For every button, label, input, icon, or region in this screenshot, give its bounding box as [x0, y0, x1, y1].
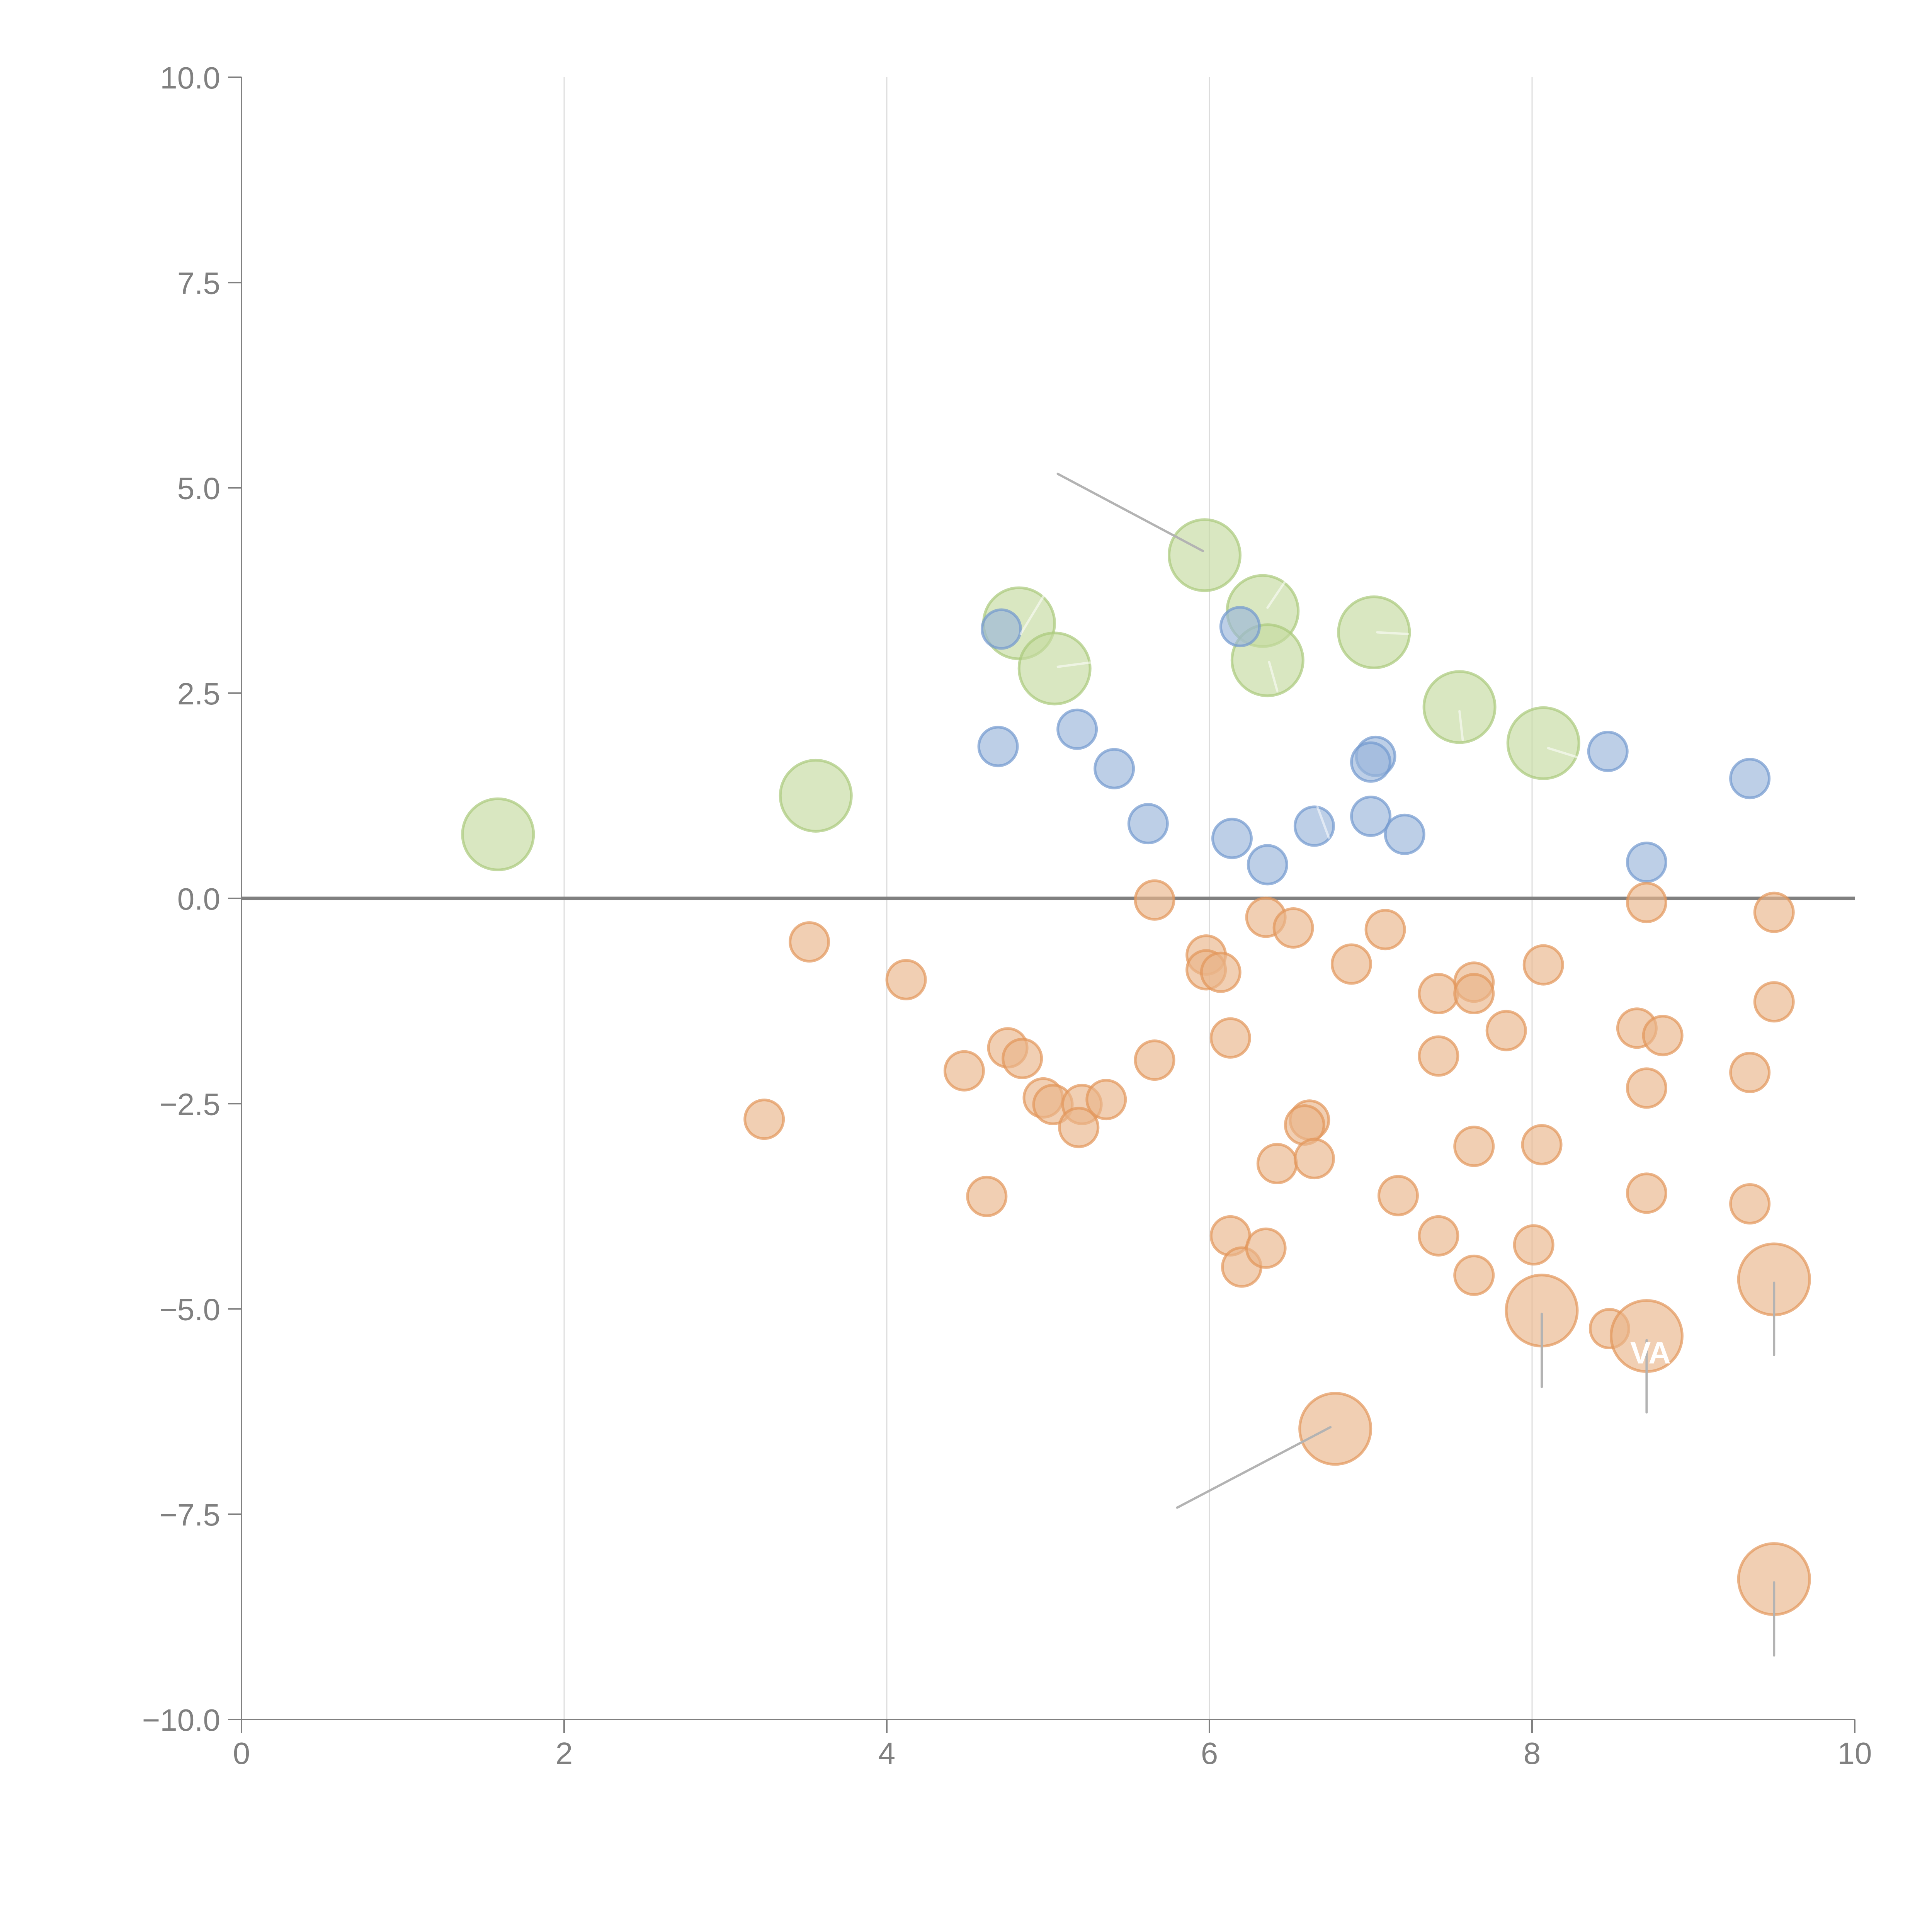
y-tick-label: 5.0 [177, 471, 220, 506]
orange-bubble-16 [1200, 951, 1242, 993]
orange-bubble-3 [943, 1050, 985, 1092]
orange-bubble-34 [1453, 973, 1495, 1014]
y-tick-label: 10.0 [160, 61, 220, 95]
blue-bubble-13 [1587, 731, 1629, 772]
orange-bubble-47 [1729, 1052, 1771, 1093]
x-tick-label: 0 [233, 1736, 250, 1770]
orange-bubble-43 [1626, 882, 1667, 923]
blue-bubble-3 [1094, 748, 1135, 789]
annotations: VA [1019, 473, 1776, 1657]
orange-highlighted-bubble-3 [1298, 1392, 1372, 1466]
x-axis-ticks: 0 2 4 6 8 10 [233, 1719, 1872, 1770]
leader-line-10 [1376, 631, 1409, 635]
y-tick-label: −10.0 [142, 1703, 220, 1737]
orange-bubble-17 [1209, 1017, 1251, 1059]
orange-bubble-22 [1245, 1227, 1287, 1269]
orange-bubble-39 [1521, 1124, 1563, 1165]
orange-bubble-6 [1002, 1037, 1043, 1079]
blue-bubble-15 [1729, 758, 1771, 799]
leader-line-7 [1056, 661, 1096, 668]
orange-bubble-28 [1364, 909, 1406, 951]
orange-bubble-31 [1418, 1035, 1459, 1077]
orange-bubble-26 [1293, 1138, 1335, 1180]
x-tick-label: 8 [1524, 1736, 1541, 1770]
y-tick-label: 2.5 [177, 677, 220, 711]
leader-line-0 [1056, 473, 1204, 553]
blue-bubble-5 [1219, 606, 1261, 648]
y-tick-label: −5.0 [159, 1293, 220, 1327]
orange-bubble-38 [1522, 944, 1564, 986]
orange-bubble-11 [1085, 1079, 1127, 1121]
x-tick-label: 2 [556, 1736, 573, 1770]
blue-bubble-14 [1626, 842, 1667, 883]
x-tick-label: 4 [878, 1736, 896, 1770]
orange-bubble-46 [1626, 1172, 1667, 1214]
orange-bubble-23 [1256, 1143, 1298, 1184]
point-label: VA [1630, 1335, 1671, 1370]
orange-bubble-30 [1418, 973, 1459, 1014]
blue-bubble-8 [1293, 805, 1335, 847]
y-tick-label: 0.0 [177, 882, 220, 916]
green-bubble-8 [1422, 670, 1497, 744]
blue-bubble-4 [1127, 803, 1169, 845]
orange-bubble-4 [966, 1175, 1008, 1217]
leader-line-11 [1458, 710, 1464, 741]
orange-bubble-2 [885, 959, 927, 1000]
orange-bubble-29 [1377, 1175, 1419, 1216]
y-axis-ticks: 10.0 7.5 5.0 2.5 0.0 −2.5 −5.0 −7.5 −10.0 [142, 61, 242, 1737]
leader-line-8 [1266, 575, 1290, 609]
green-bubble-9 [1506, 706, 1580, 780]
y-tick-label: −7.5 [159, 1498, 220, 1532]
blue-bubble-6 [1211, 818, 1253, 859]
green-bubble-0 [461, 797, 535, 871]
blue-bubble-7 [1247, 844, 1288, 886]
leader-line-6 [1019, 590, 1048, 635]
orange-bubble-48 [1729, 1183, 1771, 1225]
x-tick-label: 6 [1201, 1736, 1218, 1770]
orange-bubble-45 [1626, 1067, 1667, 1109]
green-bubble-7 [1337, 595, 1411, 669]
leader-line-12 [1547, 747, 1578, 759]
blue-bubble-2 [1056, 708, 1098, 750]
green-bubble-1 [779, 759, 853, 833]
orange-bubble-35 [1453, 1126, 1495, 1167]
x-tick-label: 10 [1838, 1736, 1872, 1770]
orange-bubble-32 [1418, 1215, 1459, 1257]
orange-bubble-49 [1753, 891, 1795, 933]
y-tick-label: 7.5 [177, 266, 220, 300]
bubbles [461, 518, 1811, 1616]
orange-bubble-10 [1058, 1107, 1100, 1148]
orange-bubble-36 [1453, 1254, 1495, 1296]
orange-bubble-0 [789, 921, 830, 963]
orange-bubble-12 [1134, 879, 1175, 921]
blue-bubble-1 [977, 726, 1019, 767]
blue-bubble-12 [1384, 813, 1425, 855]
leader-line-9 [1268, 661, 1279, 692]
blue-bubble-11 [1350, 741, 1391, 783]
orange-bubble-40 [1513, 1224, 1554, 1266]
blue-bubble-0 [980, 608, 1022, 650]
orange-bubble-44 [1642, 1015, 1684, 1056]
y-tick-label: −2.5 [159, 1087, 220, 1121]
green-bubble-3 [1017, 631, 1092, 706]
orange-bubble-19 [1272, 907, 1314, 949]
leader-line-13 [1316, 806, 1330, 839]
orange-bubble-50 [1753, 981, 1795, 1023]
orange-bubble-13 [1134, 1039, 1175, 1081]
green-bubble-4 [1167, 518, 1242, 592]
blue-bubble-9 [1350, 796, 1391, 837]
orange-bubble-37 [1485, 1010, 1527, 1051]
leader-line-1 [1176, 1426, 1332, 1509]
orange-bubble-1 [743, 1099, 785, 1140]
orange-bubble-27 [1330, 943, 1372, 985]
